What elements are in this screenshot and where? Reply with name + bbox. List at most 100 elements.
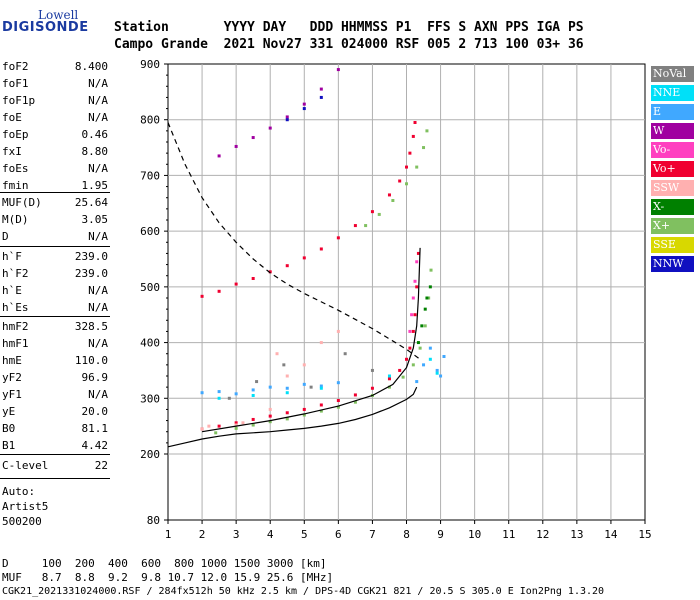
- param-label: C-level: [2, 459, 49, 472]
- param-label: fmin: [2, 179, 29, 192]
- param-label: hmE: [2, 354, 22, 367]
- legend-item-sse: SSE: [651, 237, 694, 253]
- x-tick-label: 2: [199, 528, 206, 541]
- x-tick-label: 3: [233, 528, 240, 541]
- param-value: 22: [94, 459, 108, 472]
- echo-point-e: [336, 381, 340, 385]
- echo-point-xplus: [364, 224, 368, 228]
- param-value: 0.46: [81, 128, 109, 141]
- echo-point-e: [422, 363, 426, 367]
- param-row-fof1: foF1 N/A: [2, 77, 108, 93]
- echo-point-voplus: [405, 165, 408, 169]
- echo-point-voplus: [353, 393, 357, 397]
- param-label: hmF1: [2, 337, 29, 350]
- echo-point-ssw: [200, 427, 204, 431]
- param-row-foep: foEp 0.46: [2, 128, 108, 144]
- profile-curve-0: [167, 386, 418, 448]
- echo-point-e: [200, 391, 204, 395]
- param-label: D: [2, 230, 9, 243]
- echo-point-xplus: [423, 324, 427, 328]
- param-row-foes: foEs N/A: [2, 162, 108, 178]
- param-label: foF1: [2, 77, 29, 90]
- echo-point-voplus: [268, 414, 272, 418]
- echo-point-voplus: [411, 329, 415, 333]
- echo-point-noval: [255, 380, 259, 384]
- legend-item-voplus: Vo+: [651, 161, 694, 177]
- param-row-mufd: MUF(D) 25.64: [2, 196, 108, 212]
- param-row-hes: h`Es N/A: [2, 301, 108, 317]
- param-row-b1: B1 4.42: [2, 439, 108, 455]
- echo-point-ssw: [241, 421, 245, 425]
- x-tick-label: 10: [468, 528, 481, 541]
- x-tick-label: 7: [369, 528, 376, 541]
- echo-point-xplus: [422, 146, 426, 150]
- param-row-d: D N/A: [2, 230, 108, 246]
- echo-point-xminus: [416, 341, 420, 345]
- echo-point-voplus: [268, 270, 272, 274]
- y-tick-label: 80: [147, 514, 160, 527]
- echo-point-voplus: [416, 251, 420, 255]
- echo-point-voplus: [319, 247, 323, 251]
- echo-point-nne: [217, 396, 221, 400]
- echo-point-xplus: [234, 426, 238, 430]
- echo-point-w: [285, 115, 289, 119]
- x-tick-label: 13: [570, 528, 583, 541]
- param-row-clevel: C-level 22: [2, 459, 108, 475]
- echo-point-e: [428, 346, 432, 350]
- echo-point-voplus: [398, 368, 402, 372]
- legend-item-xplus: X+: [651, 218, 694, 234]
- echo-point-e: [268, 385, 272, 389]
- echo-point-ssw: [275, 352, 279, 356]
- logo-digisonde-text: DIGISONDE: [2, 20, 89, 35]
- param-value: 96.9: [81, 371, 109, 384]
- param-value: N/A: [88, 94, 108, 107]
- echo-point-w: [319, 87, 323, 91]
- echo-point-nne: [319, 386, 323, 390]
- echo-point-xplus: [319, 409, 323, 413]
- param-value: N/A: [88, 337, 108, 350]
- param-value: N/A: [88, 301, 108, 314]
- param-row-hf: h`F 239.0: [2, 250, 108, 266]
- param-label: foF2: [2, 60, 29, 73]
- echo-point-xplus: [353, 400, 357, 404]
- param-separator: [0, 316, 110, 317]
- param-row-yf1: yF1 N/A: [2, 388, 108, 404]
- param-value: N/A: [88, 388, 108, 401]
- y-tick-label: 800: [140, 114, 160, 127]
- echo-point-vominus: [413, 279, 417, 283]
- legend-item-vominus: Vo-: [651, 142, 694, 158]
- param-label: h`Es: [2, 301, 29, 314]
- echo-point-xplus: [268, 420, 272, 424]
- echo-point-xplus: [302, 413, 306, 417]
- echo-point-nne: [251, 394, 255, 397]
- param-row-fmin: fmin 1.95: [2, 179, 108, 195]
- echo-point-w: [217, 154, 221, 158]
- echo-point-vominus: [408, 329, 412, 333]
- echo-point-w: [251, 136, 255, 140]
- echo-point-voplus: [285, 411, 289, 415]
- echo-point-voplus: [370, 210, 374, 214]
- echo-point-ssw: [207, 424, 211, 428]
- x-tick-label: 6: [335, 528, 342, 541]
- param-label: yF2: [2, 371, 22, 384]
- echo-point-voplus: [234, 421, 238, 425]
- echo-point-voplus: [405, 357, 408, 361]
- param-label: foF1p: [2, 94, 36, 107]
- echo-point-voplus: [408, 346, 412, 350]
- x-tick-label: 15: [638, 528, 651, 541]
- echo-point-voplus: [387, 193, 391, 197]
- param-separator: [0, 478, 110, 479]
- echo-point-ssw: [302, 363, 306, 367]
- echo-point-nne: [387, 374, 391, 378]
- echo-point-voplus: [251, 277, 255, 280]
- echo-point-ssw: [285, 374, 289, 378]
- param-label: foE: [2, 111, 22, 124]
- x-tick-label: 4: [267, 528, 274, 541]
- param-value: 4.42: [81, 439, 109, 452]
- echo-point-xplus: [391, 199, 395, 202]
- param-row-hmf2: hmF2 328.5: [2, 320, 108, 336]
- echo-point-voplus: [415, 285, 419, 289]
- echo-point-ssw: [234, 423, 238, 427]
- param-value: 8.80: [81, 145, 109, 158]
- echo-point-voplus: [336, 236, 340, 240]
